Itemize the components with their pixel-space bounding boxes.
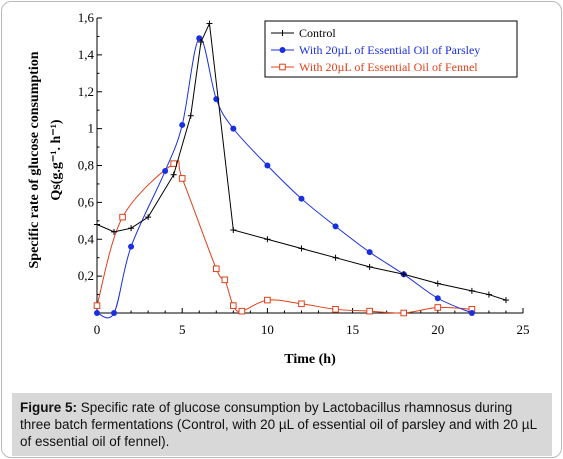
- data-point-plus: [197, 38, 204, 45]
- y-tick-label: 1,6: [78, 10, 95, 25]
- axes: 0 5 10 15 20 25 0,2 0,4 0,6 0,8 1 1,2 1,4 1,6: [78, 10, 530, 337]
- data-point-plus: [206, 20, 213, 27]
- data-point-plus: [468, 287, 475, 294]
- legend-label: With 20µL of Essential Oil of Parsley: [299, 43, 480, 57]
- data-point-plus: [332, 254, 339, 261]
- data-point-plus: [485, 291, 492, 298]
- x-tick-label: 0: [94, 322, 101, 337]
- data-point-plus: [264, 236, 271, 243]
- series-1: [94, 35, 475, 319]
- x-tick-label: 20: [431, 322, 444, 337]
- data-point-square: [332, 306, 339, 313]
- data-point-square: [238, 307, 246, 315]
- data-point-plus: [298, 245, 305, 252]
- data-point-plus: [230, 227, 237, 234]
- data-point-square: [366, 307, 373, 315]
- y-tick-label: 0,6: [78, 194, 95, 209]
- x-tick-label: 5: [179, 322, 186, 337]
- caption-label: Figure 5:: [20, 400, 78, 415]
- data-point-square: [298, 300, 305, 308]
- data-point-plus: [170, 171, 177, 178]
- data-point-circle: [298, 195, 305, 202]
- legend-item-2: With 20µL of Essential Oil of Fennel: [271, 60, 478, 74]
- y-axis-title-line1: Specific rate of glucose consumption: [27, 51, 42, 268]
- y-tick-label: 0,8: [78, 158, 94, 173]
- data-point-plus: [128, 225, 135, 232]
- data-point-circle: [468, 310, 475, 316]
- data-point-circle: [279, 47, 286, 53]
- data-point-circle: [230, 125, 237, 132]
- data-point-square: [230, 302, 237, 309]
- data-point-circle: [128, 243, 135, 250]
- y-axis-title-line2: Qs(g.g⁻¹. h⁻¹): [49, 119, 64, 200]
- series-0: [94, 20, 509, 304]
- y-tick-label: 1: [88, 121, 95, 136]
- data-point-square: [93, 302, 101, 309]
- data-point-square: [178, 175, 186, 182]
- legend-item-1: With 20µL of Essential Oil of Parsley: [271, 43, 480, 57]
- y-tick-label: 0,2: [78, 268, 94, 283]
- series-line: [96, 160, 472, 314]
- series-2: [93, 160, 476, 317]
- y-tick-label: 0,4: [78, 231, 95, 246]
- chart: 0 5 10 15 20 25 0,2 0,4 0,6 0,8 1 1,2 1,4 1,6 Time (h…: [27, 10, 530, 367]
- data-point-square: [170, 160, 177, 167]
- data-point-plus: [434, 280, 441, 287]
- series-line: [96, 37, 473, 319]
- data-point-plus: [94, 221, 100, 228]
- data-point-plus: [366, 263, 373, 270]
- data-point-square: [434, 304, 442, 311]
- x-tick-label: 25: [517, 322, 530, 337]
- data-point-plus: [279, 30, 286, 36]
- data-point-square: [212, 265, 220, 273]
- data-point-square: [221, 276, 229, 284]
- figure-caption: Figure 5: Specific rate of glucose consu…: [12, 393, 552, 456]
- legend-box: [264, 20, 518, 78]
- y-tick-label: 1,4: [78, 47, 95, 62]
- legend-item-0: Control: [271, 26, 336, 40]
- data-point-square: [400, 309, 408, 317]
- data-point-plus: [502, 297, 509, 304]
- x-tick-label: 10: [261, 322, 274, 337]
- data-point-square: [119, 213, 126, 221]
- data-point-square: [279, 63, 286, 71]
- caption-text: Specific rate of glucose consumption by …: [20, 400, 537, 449]
- legend-label: With 20µL of Essential Oil of Fennel: [299, 60, 478, 74]
- data-point-circle: [366, 249, 373, 256]
- data-point-plus: [111, 228, 118, 235]
- data-point-square: [264, 296, 271, 304]
- data-point-plus: [187, 112, 194, 119]
- data-point-circle: [94, 310, 100, 316]
- data-point-circle: [332, 223, 339, 230]
- data-point-circle: [434, 295, 441, 302]
- legend: Control With 20µL of Essential Oil of Par…: [264, 20, 518, 78]
- data-point-plus: [145, 214, 152, 221]
- series-line: [96, 21, 507, 301]
- y-tick-label: 1,2: [78, 84, 94, 99]
- x-tick-label: 15: [346, 322, 359, 337]
- data-point-circle: [264, 162, 271, 169]
- data-point-circle: [162, 168, 169, 175]
- data-point-circle: [179, 121, 186, 128]
- data-point-circle: [111, 310, 118, 316]
- series-layer: [93, 20, 509, 319]
- x-axis-title: Time (h): [284, 352, 336, 367]
- data-point-plus: [400, 271, 407, 278]
- legend-label: Control: [299, 26, 336, 40]
